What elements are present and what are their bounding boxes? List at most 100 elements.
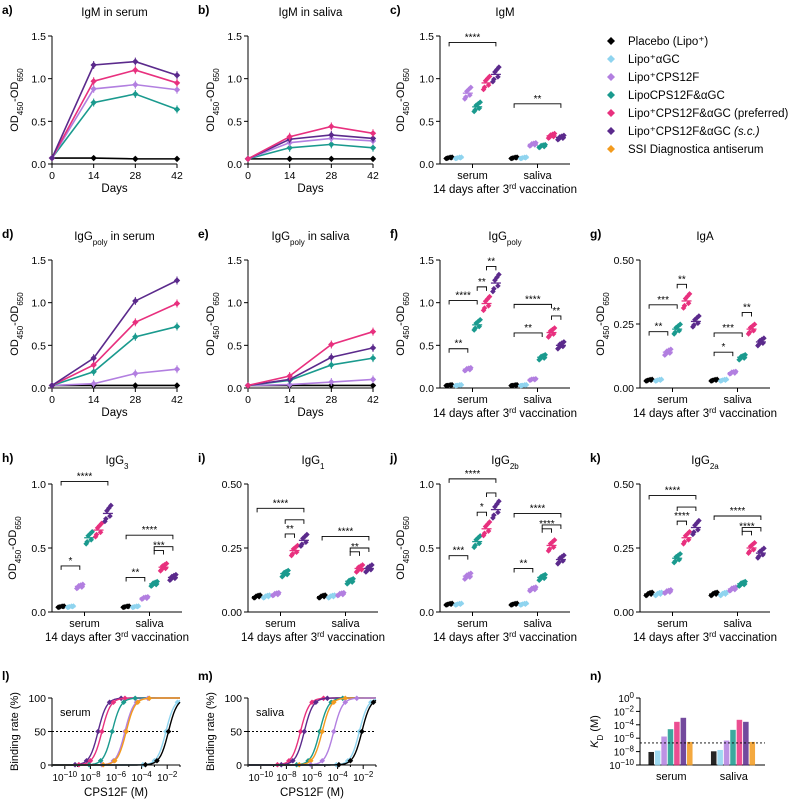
data-point	[746, 548, 753, 555]
significance-bracket	[125, 534, 174, 540]
data-point	[463, 94, 469, 100]
y-tick-label: 0	[236, 760, 242, 772]
significance-bracket	[713, 351, 734, 357]
y-tick-label: 0	[40, 760, 46, 772]
data-point	[132, 90, 139, 98]
data-point	[283, 568, 289, 575]
significance-label: **	[655, 322, 663, 333]
data-point	[607, 37, 615, 45]
data-point	[468, 84, 474, 91]
chart-panel-d: d) IgGpoly in serum 0.0 0.5 1.0 1.5 0 14 28 42 Day…	[2, 227, 183, 419]
x-tick-label: saliva	[331, 618, 360, 630]
y-axis-label: KD (M)	[589, 715, 605, 748]
data-point	[173, 72, 181, 79]
y-axis-label-text: KD (M)	[589, 715, 605, 748]
data-point	[165, 728, 172, 735]
data-point	[691, 322, 697, 328]
data-point	[607, 127, 615, 135]
data-point	[90, 361, 97, 369]
data-point	[491, 512, 497, 518]
panel-title: IgGpoly	[488, 231, 521, 247]
x-tick-label: 10−8	[276, 770, 297, 785]
data-point	[299, 541, 305, 547]
panel-title: IgA	[696, 231, 714, 243]
bar	[710, 751, 717, 766]
data-point	[369, 376, 377, 383]
data-point	[90, 78, 97, 85]
panel-label: k)	[590, 451, 601, 465]
significance-bracket	[486, 492, 497, 497]
data-point	[561, 339, 567, 345]
panel-title: IgGpoly in saliva	[272, 231, 351, 247]
data-point	[133, 603, 140, 610]
significance-bracket	[284, 519, 305, 524]
data-point	[357, 563, 364, 569]
significance-bracket	[676, 283, 687, 289]
significance-label: ****	[77, 471, 93, 482]
series-line	[51, 325, 178, 387]
x-tick-label: serum	[265, 618, 296, 630]
data-point	[328, 141, 335, 148]
data-point	[756, 341, 762, 348]
y-tick-label: 1.5	[419, 255, 434, 267]
significance-label: ****	[465, 469, 481, 480]
x-tick-label: 28	[325, 394, 337, 406]
significance-bracket	[125, 576, 146, 582]
data-point	[79, 584, 85, 590]
x-tick-label: serum	[657, 394, 688, 406]
significance-bracket	[513, 512, 562, 518]
data-point	[48, 154, 56, 162]
y-tick-label: 1.0	[419, 74, 434, 86]
y-tick-label: 0.0	[419, 383, 434, 395]
x-axis-label: Days	[101, 407, 127, 419]
significance-label: **	[455, 339, 463, 350]
data-point	[173, 155, 181, 163]
data-point	[694, 520, 700, 526]
y-tick-label: 0.5	[227, 340, 242, 352]
data-point	[290, 757, 296, 764]
y-axis-label: OD450-OD650	[9, 68, 25, 132]
panel-title: IgG2a	[691, 455, 719, 471]
data-point	[521, 154, 528, 161]
chart-panel-g: g) IgA 0.00 0.25 0.50 OD450-OD650 serum saliva1…	[590, 227, 777, 420]
data-point	[472, 107, 478, 113]
x-tick-label: 10−8	[80, 770, 101, 785]
data-point	[494, 501, 500, 507]
inset-label: saliva	[256, 707, 285, 719]
y-tick-label: 50	[230, 727, 242, 739]
chart-panel-m: m) 0 50 100 10−10 10−8 10−6 10−4 10−2 CPS12F (M) B…	[198, 669, 377, 799]
chart-panel-l: l) 0 50 100 10−10 10−8 10−6 10−4 10−2 CPS12F (M) B…	[2, 669, 181, 799]
bar	[674, 721, 680, 766]
data-point	[494, 274, 500, 281]
data-point	[549, 539, 556, 545]
significance-label: **	[487, 256, 495, 267]
data-point	[108, 502, 114, 509]
significance-bracket	[476, 286, 487, 291]
data-point	[107, 513, 113, 519]
legend-entry: LipoCPS12F&αGC	[628, 90, 725, 102]
data-point	[286, 372, 293, 380]
data-point	[328, 123, 335, 130]
panel-title: IgM in serum	[81, 7, 147, 19]
x-tick-label: 10−2	[157, 770, 178, 785]
data-point	[456, 154, 463, 161]
data-point	[328, 361, 335, 369]
panel-label: g)	[590, 227, 601, 241]
significance-label: **	[520, 558, 528, 569]
data-point	[319, 757, 326, 764]
data-point	[672, 558, 678, 564]
y-axis-label-text: OD450-OD650	[205, 68, 221, 132]
data-point	[339, 590, 345, 596]
data-point	[482, 298, 489, 305]
x-tick-label: 10−6	[106, 770, 127, 785]
y-axis-label: OD450-OD650	[7, 516, 23, 580]
data-point	[158, 566, 165, 573]
data-point	[286, 133, 293, 140]
data-point	[475, 100, 481, 107]
x-tick-label: 42	[367, 170, 379, 182]
data-point	[681, 538, 688, 545]
data-point	[96, 522, 103, 529]
